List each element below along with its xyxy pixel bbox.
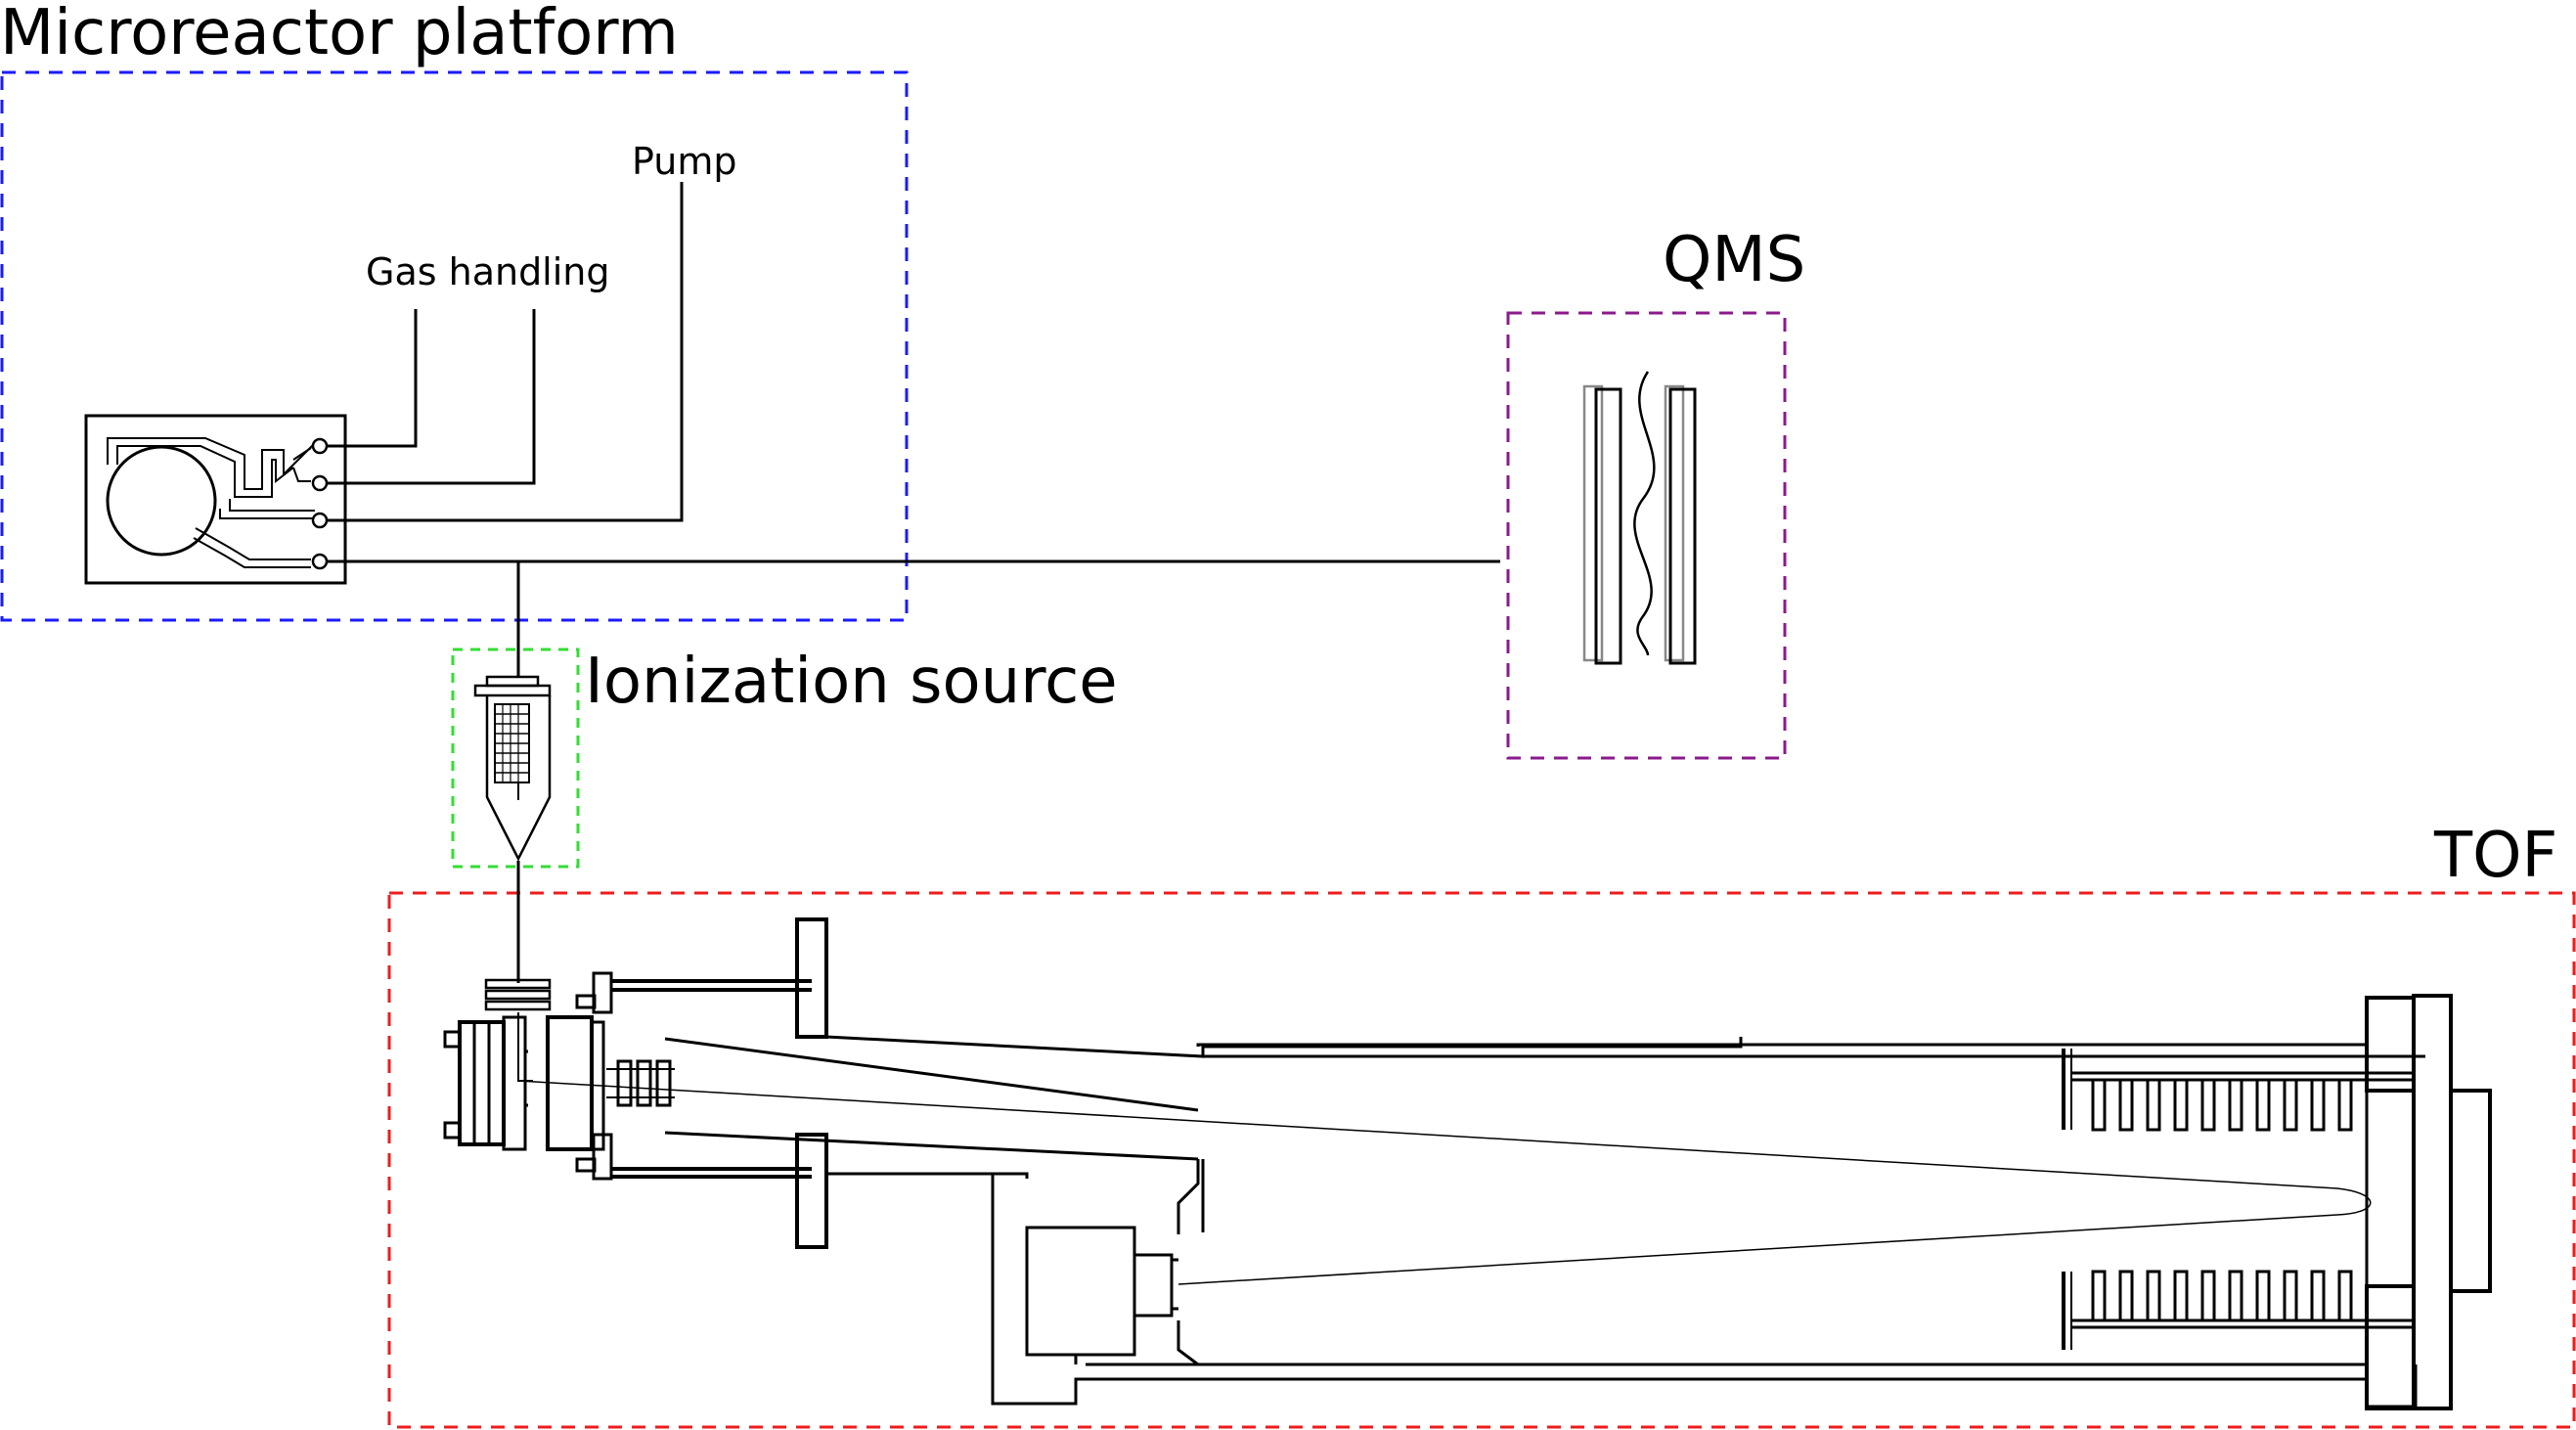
ionization-source-label: Ionization source [585,646,1118,718]
tof-box [387,891,2576,1429]
tof-label: TOF [2434,820,2558,892]
gas-handling-label: Gas handling [366,250,610,293]
pump-label: Pump [632,140,737,183]
microreactor-chip [84,414,347,585]
microreactor-platform-box [0,70,909,622]
microreactor-platform-label: Microreactor platform [0,0,679,69]
qms-quadrupole [1582,371,1697,665]
ionization-source-box [451,648,580,869]
ionization-source-device [473,675,552,862]
qms-box [1506,311,1787,760]
qms-label: QMS [1663,224,1806,296]
reflectron-rings-upper [2091,1080,2353,1132]
connection-lines [327,182,1500,983]
tof-spectrometer [443,917,2492,1410]
reflectron-rings-lower [2091,1270,2353,1320]
